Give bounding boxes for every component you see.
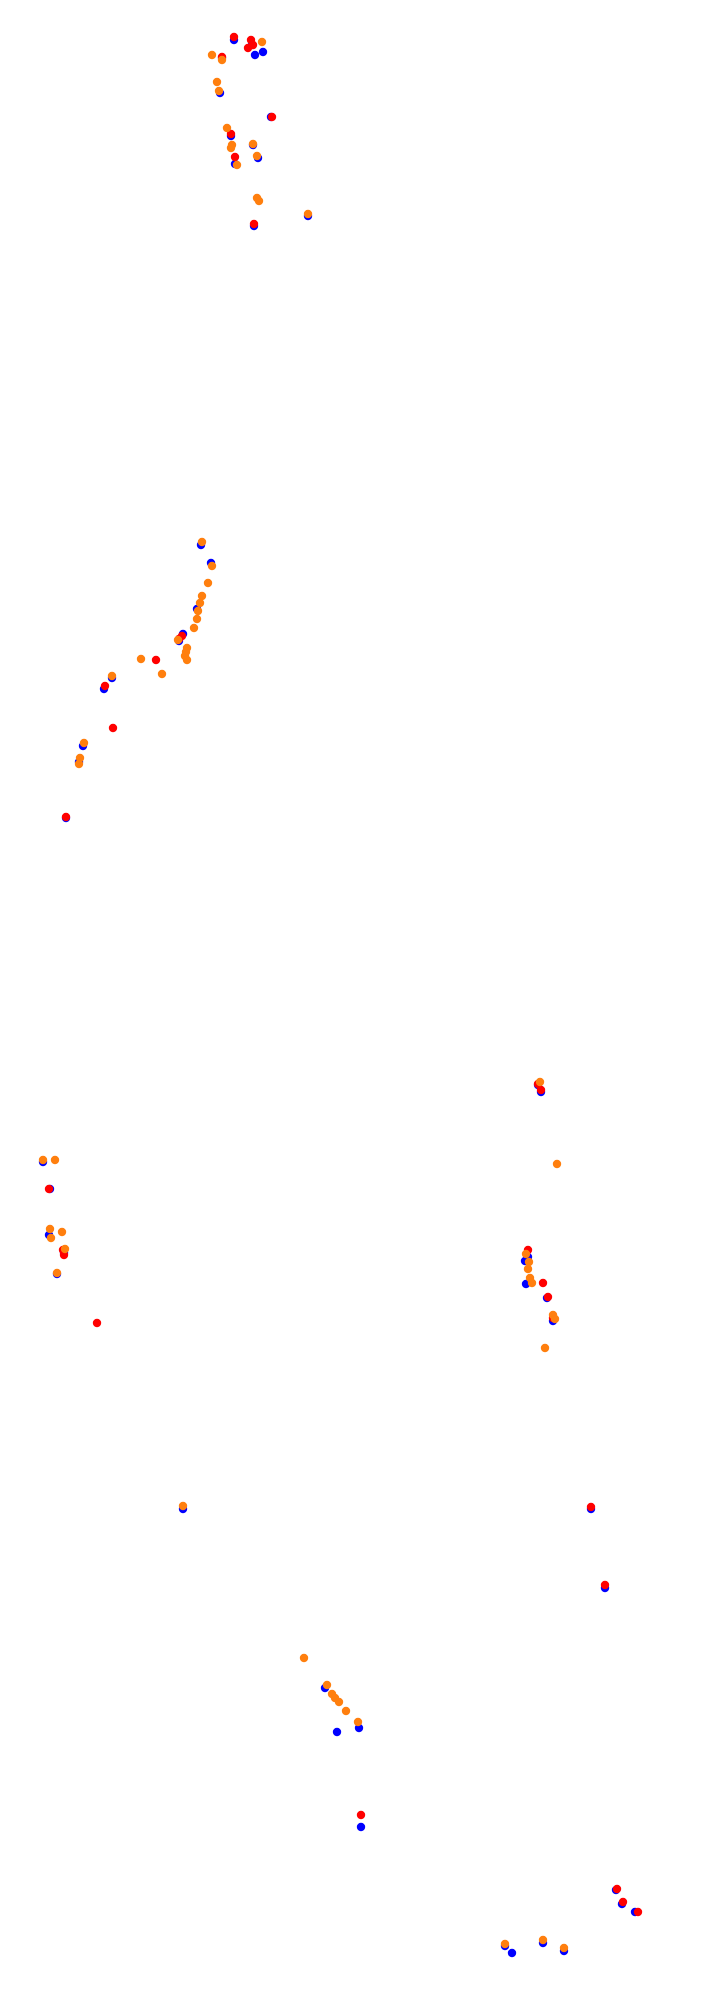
series-2	[38, 37, 569, 1953]
data-point	[524, 1257, 534, 1267]
data-point	[250, 50, 260, 60]
data-point	[79, 738, 89, 748]
data-point	[193, 606, 203, 616]
data-point	[151, 655, 161, 665]
data-point	[523, 1264, 533, 1274]
data-point	[44, 1184, 54, 1194]
data-point	[507, 1948, 517, 1958]
data-point	[107, 671, 117, 681]
data-point	[267, 112, 277, 122]
data-point	[334, 1697, 344, 1707]
data-point	[600, 1580, 610, 1590]
data-point	[229, 32, 239, 42]
data-point	[197, 591, 207, 601]
data-point	[538, 1935, 548, 1945]
data-point	[252, 151, 262, 161]
data-point	[258, 47, 268, 57]
data-point	[45, 1224, 55, 1234]
data-point	[61, 812, 71, 822]
data-point	[60, 1244, 70, 1254]
data-point	[226, 143, 236, 153]
data-point	[207, 561, 217, 571]
data-point	[232, 160, 242, 170]
data-point	[197, 537, 207, 547]
data-point	[540, 1343, 550, 1353]
data-point	[192, 614, 202, 624]
data-point	[521, 1249, 531, 1259]
data-point	[38, 1155, 48, 1165]
data-point	[612, 1884, 622, 1894]
data-point	[559, 1943, 569, 1953]
data-point	[157, 669, 167, 679]
data-point	[50, 1155, 60, 1165]
data-point	[322, 1680, 332, 1690]
data-point	[353, 1717, 363, 1727]
data-point	[230, 152, 240, 162]
data-point	[303, 209, 313, 219]
series-layer	[38, 32, 643, 1958]
data-point	[203, 578, 213, 588]
data-point	[552, 1159, 562, 1169]
data-point	[226, 129, 236, 139]
series-1	[44, 32, 643, 1917]
data-point	[173, 635, 183, 645]
data-point	[500, 1939, 510, 1949]
data-point	[527, 1278, 537, 1288]
data-point	[356, 1822, 366, 1832]
data-point	[108, 723, 118, 733]
data-point	[189, 623, 199, 633]
data-point	[538, 1278, 548, 1288]
data-point	[550, 1314, 560, 1324]
data-point	[543, 1292, 553, 1302]
data-point	[195, 598, 205, 608]
data-point	[136, 654, 146, 664]
data-point	[252, 193, 262, 203]
data-point	[52, 1268, 62, 1278]
data-point	[356, 1810, 366, 1820]
data-point	[207, 50, 217, 60]
data-point	[535, 1077, 545, 1087]
data-point	[92, 1318, 102, 1328]
data-point	[257, 37, 267, 47]
data-point	[332, 1727, 342, 1737]
data-point	[248, 139, 258, 149]
data-point	[618, 1897, 628, 1907]
data-point	[57, 1227, 67, 1237]
data-point	[586, 1502, 596, 1512]
data-point	[222, 123, 232, 133]
data-point	[46, 1233, 56, 1243]
data-point	[341, 1706, 351, 1716]
data-point	[633, 1907, 643, 1917]
data-point	[178, 1501, 188, 1511]
data-point	[243, 43, 253, 53]
data-point	[217, 55, 227, 65]
data-point	[214, 86, 224, 96]
data-point	[100, 681, 110, 691]
data-point	[212, 77, 222, 87]
data-point	[536, 1085, 546, 1095]
data-point	[182, 655, 192, 665]
data-point	[299, 1653, 309, 1663]
series-0	[38, 35, 640, 1958]
data-point	[249, 219, 259, 229]
data-point	[74, 759, 84, 769]
